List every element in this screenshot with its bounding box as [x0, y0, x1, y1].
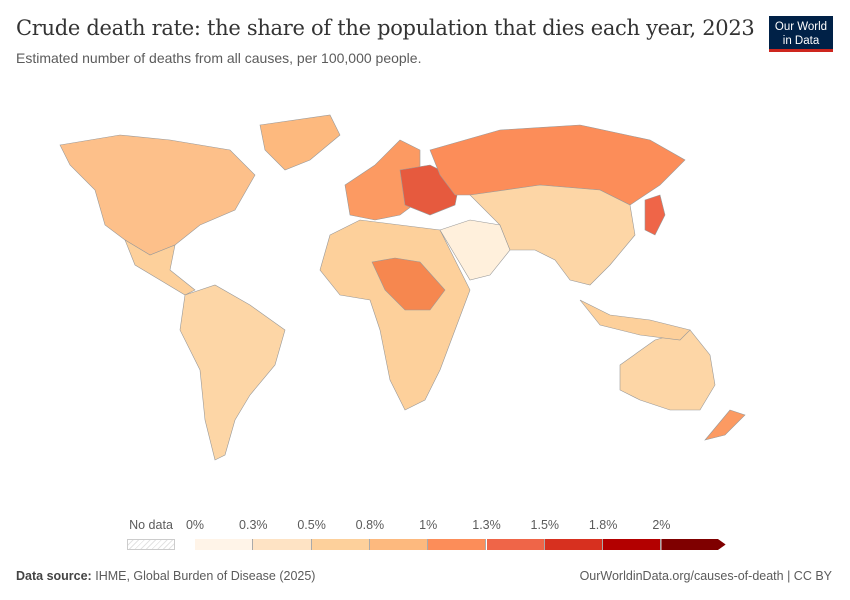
source-text: IHME, Global Burden of Disease (2025) — [95, 569, 316, 583]
legend-tick-label: 0.5% — [297, 518, 326, 532]
region-greenland[interactable] — [259, 114, 341, 171]
region-new-zealand[interactable] — [704, 409, 746, 441]
logo-line1: Our World — [774, 21, 828, 33]
page-title: Crude death rate: the share of the popul… — [16, 16, 755, 40]
legend-tick-label: 1.5% — [530, 518, 560, 532]
data-source: Data source: IHME, Global Burden of Dise… — [16, 569, 315, 583]
source-link[interactable]: OurWorldinData.org/causes-of-death | CC … — [579, 569, 832, 583]
legend-bin[interactable] — [544, 539, 604, 550]
region-south-america[interactable] — [179, 284, 286, 461]
legend-tick-label: 2% — [652, 518, 671, 532]
legend-bin[interactable] — [369, 539, 429, 550]
legend-tick-label: 0% — [185, 518, 205, 532]
legend-tick-label: 1.3% — [472, 518, 501, 532]
world-map[interactable] — [0, 80, 850, 510]
legend-bin[interactable] — [311, 539, 370, 550]
legend-bin[interactable] — [195, 539, 254, 550]
legend-no-data-label: No data — [129, 518, 173, 532]
legend-tick-label: 1% — [419, 518, 438, 532]
region-australia[interactable] — [619, 329, 716, 411]
legend-tick-label: 0.3% — [239, 518, 268, 532]
color-legend: No data 0% 0.3% 0.5% 0.8% 1% 1.3% 1.5% 1.8% 2% — [0, 512, 850, 552]
legend-tick-label: 1.8% — [588, 518, 618, 532]
source-label: Data source: — [16, 569, 92, 583]
logo-line2: in Data — [782, 35, 820, 47]
region-africa[interactable] — [319, 219, 471, 411]
region-japan[interactable] — [644, 194, 666, 236]
region-indonesia[interactable] — [579, 299, 691, 341]
region-central-africa[interactable] — [371, 257, 446, 311]
legend-bin[interactable] — [661, 539, 726, 550]
legend-no-data-swatch — [127, 539, 175, 550]
legend-bin[interactable] — [428, 539, 487, 550]
region-middle-east[interactable] — [439, 219, 511, 281]
legend-tick-label: 0.8% — [355, 518, 385, 532]
region-central-america[interactable] — [124, 239, 196, 296]
page-subtitle: Estimated number of deaths from all caus… — [16, 50, 422, 66]
owid-logo[interactable]: Our World in Data — [769, 16, 833, 52]
legend-bin[interactable] — [603, 539, 662, 550]
legend-bin[interactable] — [486, 539, 545, 550]
region-asia[interactable] — [469, 184, 636, 286]
region-north-america[interactable] — [59, 134, 256, 256]
legend-bin[interactable] — [253, 539, 312, 550]
